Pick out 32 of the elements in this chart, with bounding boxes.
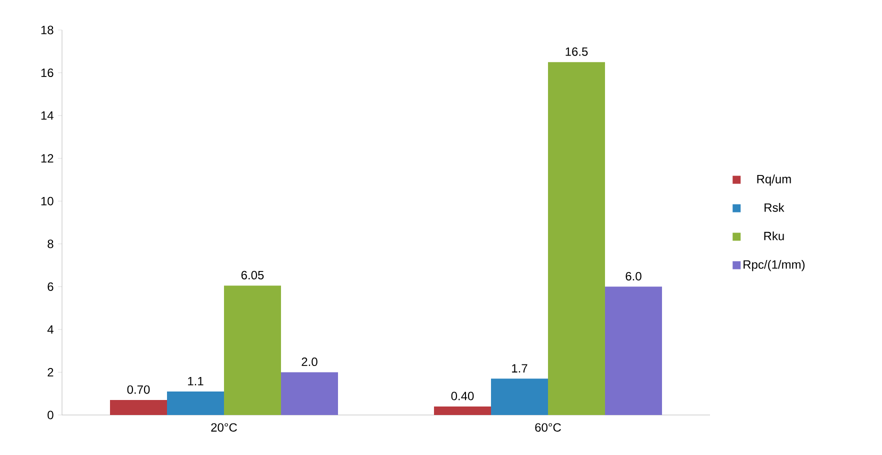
legend-label: Rku [764,231,784,240]
data-label: 0.40 [451,392,474,400]
legend-label: Rq/um [757,174,791,186]
data-label: 6.0 [626,272,642,280]
bar [605,286,662,415]
bar [167,391,224,415]
bar [434,406,492,415]
x-tick-label: 60°C [535,423,561,432]
y-tick-label: 12 [41,154,54,163]
data-label: 2.0 [302,358,318,366]
y-tick-label: 0 [48,410,54,420]
bar [224,286,282,415]
data-label: 0.70 [127,385,150,394]
y-tick-label: 14 [41,111,54,120]
data-label: 6.05 [241,270,264,280]
y-tick-label: 16 [41,68,54,78]
data-label: 1.7 [512,364,528,372]
y-tick-label: 8 [48,240,54,248]
bar [281,372,338,415]
data-label: 16.5 [566,47,588,56]
y-tick-label: 18 [41,26,54,34]
x-tick-label: 20°C [211,423,237,432]
y-tick-label: 6 [48,282,54,291]
bar [110,400,167,415]
legend-label: Rsk [764,203,784,212]
bar [491,378,548,415]
y-tick-label: 2 [48,368,54,376]
y-tick-label: 10 [41,196,54,206]
data-label: 1.1 [188,377,204,386]
legend-label: Rpc/(1/mm) [744,260,805,272]
bar [548,62,606,415]
y-tick-label: 4 [47,325,54,334]
